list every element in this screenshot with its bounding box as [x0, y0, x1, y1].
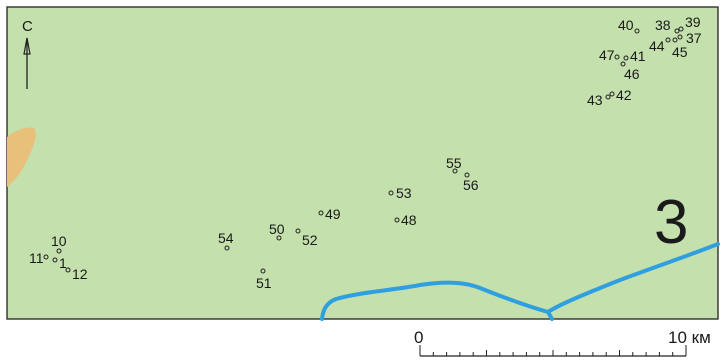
sampling-point-47: 47	[599, 47, 620, 63]
point-marker	[674, 28, 680, 34]
point-label: 50	[269, 221, 285, 237]
sampling-point-51: 51	[256, 268, 272, 291]
point-label: 53	[396, 185, 412, 201]
point-label: 47	[599, 47, 615, 63]
scale-bar-ticks	[419, 345, 687, 356]
river	[320, 242, 720, 321]
point-label: 41	[630, 48, 646, 64]
sampling-point-56: 56	[463, 172, 479, 193]
point-marker	[65, 267, 71, 273]
sampling-point-48: 48	[394, 212, 417, 228]
point-label: 11	[29, 250, 44, 266]
north-arrow: С	[22, 18, 33, 89]
point-marker	[224, 245, 230, 251]
point-label: 49	[325, 206, 341, 222]
sampling-point-42: 42	[609, 87, 632, 103]
point-marker	[609, 91, 615, 97]
point-marker	[318, 210, 324, 216]
point-label: 10	[51, 233, 67, 249]
sampling-point-11: 11	[29, 250, 49, 266]
sampling-point-50: 50	[269, 221, 285, 241]
point-marker	[388, 190, 394, 196]
point-label: 52	[302, 232, 318, 248]
point-marker	[394, 217, 400, 223]
point-marker	[452, 168, 458, 174]
point-label: 37	[686, 30, 702, 46]
sampling-point-1: 1	[52, 255, 67, 271]
scale-start-label: 0	[414, 328, 423, 347]
point-marker	[623, 55, 629, 61]
sampling-point-10: 10	[51, 233, 67, 254]
sampling-point-49: 49	[318, 206, 341, 222]
point-label: 1	[59, 255, 67, 271]
sampling-point-12: 12	[65, 266, 88, 282]
sampling-point-43: 43	[587, 92, 611, 108]
sampling-point-38: 38	[655, 17, 680, 34]
point-marker	[634, 28, 640, 34]
point-marker	[665, 37, 671, 43]
sampling-point-37: 37	[677, 30, 702, 46]
point-label: 51	[256, 275, 272, 291]
scale-bar: 0 10 км	[414, 328, 711, 357]
sampling-point-39: 39	[678, 14, 701, 32]
sampling-point-52: 52	[295, 228, 318, 248]
sampling-point-53: 53	[388, 185, 412, 201]
point-marker	[678, 26, 684, 32]
point-marker	[276, 235, 282, 241]
scale-end-label: 10 км	[668, 328, 711, 347]
point-marker	[614, 54, 620, 60]
point-marker	[464, 172, 470, 178]
sampling-point-41: 41	[623, 48, 646, 64]
point-label: 43	[587, 92, 603, 108]
point-marker	[260, 268, 266, 274]
sampling-point-40: 40	[618, 17, 640, 34]
point-marker	[677, 34, 683, 40]
point-label: 55	[446, 155, 462, 171]
sampling-point-54: 54	[218, 230, 234, 251]
point-label: 12	[72, 266, 88, 282]
point-label: 56	[463, 177, 479, 193]
sand-patch	[7, 127, 36, 187]
point-marker	[52, 257, 58, 263]
point-label: 46	[624, 66, 640, 82]
sampling-point-46: 46	[620, 61, 640, 82]
point-marker	[672, 37, 678, 43]
point-marker	[295, 228, 301, 234]
land-area	[6, 6, 719, 320]
point-marker	[605, 94, 611, 100]
sampling-point-45: 45	[672, 37, 688, 60]
point-label: 39	[685, 14, 701, 30]
zone-label: 3	[654, 188, 688, 257]
north-label: С	[22, 18, 33, 35]
sampling-point-44: 44	[649, 37, 671, 54]
point-label: 48	[401, 212, 417, 228]
point-label: 40	[618, 17, 634, 33]
point-label: 54	[218, 230, 234, 246]
point-marker	[43, 254, 49, 260]
point-label: 42	[616, 87, 632, 103]
point-marker	[56, 248, 62, 254]
sampling-points: 1 10 11 12 54 51 50 52	[29, 14, 702, 291]
point-label: 44	[649, 38, 665, 54]
sampling-point-55: 55	[446, 155, 462, 174]
point-label: 45	[672, 44, 688, 60]
point-marker	[620, 61, 626, 67]
point-label: 38	[655, 17, 671, 33]
